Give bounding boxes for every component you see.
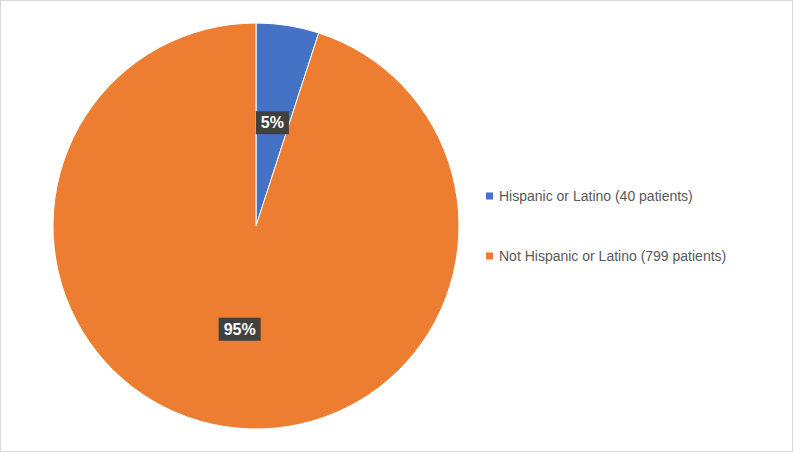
svg-text:Hispanic or Latino (40 patient: Hispanic or Latino (40 patients) [499,188,693,204]
svg-text:95%: 95% [224,321,256,338]
svg-text:Not Hispanic or Latino (799 pa: Not Hispanic or Latino (799 patients) [499,248,726,264]
svg-text:5%: 5% [261,114,284,131]
